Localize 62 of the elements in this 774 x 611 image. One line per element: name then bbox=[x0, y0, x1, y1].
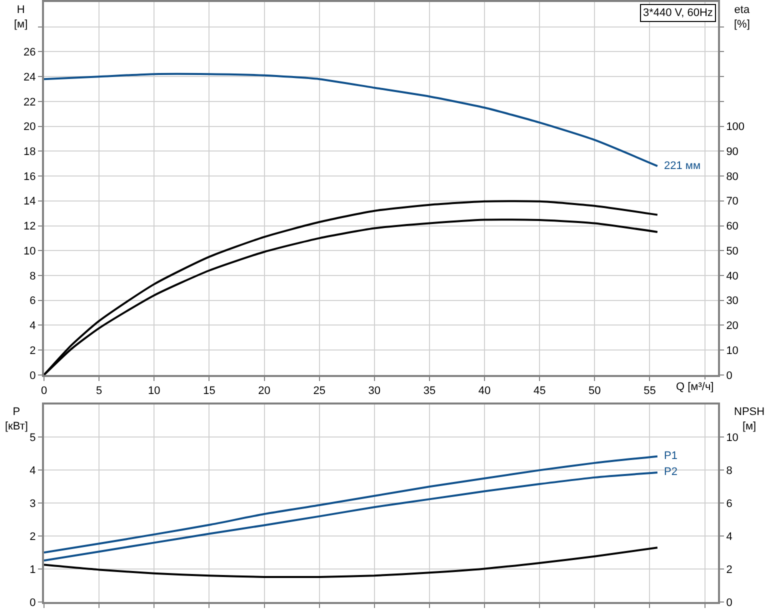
y2-tick-label: 0 bbox=[726, 596, 732, 609]
x-axis-title: Q [м³/ч] bbox=[676, 381, 714, 393]
y2-axis-title: NPSH [м] bbox=[734, 406, 765, 432]
series-label: 221 мм bbox=[664, 160, 701, 172]
y2-tick-label: 10 bbox=[726, 432, 738, 444]
y2-tick-label: 4 bbox=[726, 530, 732, 543]
y-tick-label: 22 bbox=[24, 96, 36, 108]
y2-tick-label: 0 bbox=[726, 370, 732, 382]
y-tick-label: 4 bbox=[30, 320, 36, 332]
y2-tick-label: 10 bbox=[726, 344, 738, 357]
y-tick-label: 2 bbox=[30, 530, 36, 543]
line-series bbox=[44, 471, 658, 562]
y2-tick-label: 40 bbox=[726, 270, 738, 282]
y-tick-label: 18 bbox=[24, 146, 36, 158]
y-axis-title: H [м] bbox=[14, 4, 28, 30]
line-series bbox=[44, 455, 658, 554]
y-tick-label: 16 bbox=[24, 170, 36, 183]
x-tick-label: 35 bbox=[423, 385, 436, 398]
y-tick-label: 20 bbox=[24, 121, 36, 134]
series-label: P2 bbox=[664, 466, 678, 478]
y-tick-label: 0 bbox=[30, 370, 36, 382]
y-tick-label: 8 bbox=[30, 270, 36, 282]
x-tick-label: 0 bbox=[40, 385, 48, 398]
y-tick-label: 1 bbox=[30, 564, 36, 576]
x-tick-label: 5 bbox=[96, 385, 102, 398]
y-tick-label: 3 bbox=[30, 498, 36, 510]
y-tick-label: 0 bbox=[30, 596, 36, 609]
line-series bbox=[44, 546, 658, 578]
y2-tick-label: 100 bbox=[726, 121, 745, 134]
y2-tick-label: 2 bbox=[726, 564, 732, 576]
y-axis-title: P [кВт] bbox=[5, 406, 28, 432]
y2-tick-label: 70 bbox=[726, 196, 738, 208]
y-tick-label: 12 bbox=[24, 220, 36, 233]
y2-tick-label: 80 bbox=[726, 170, 738, 183]
y-tick-label: 4 bbox=[30, 465, 36, 478]
x-tick-label: 30 bbox=[368, 385, 381, 398]
y-tick-label: 24 bbox=[24, 71, 36, 84]
line-series bbox=[44, 72, 658, 168]
x-tick-label: 10 bbox=[148, 385, 160, 398]
x-tick-label: 20 bbox=[258, 385, 270, 398]
series-label: P1 bbox=[664, 450, 678, 462]
y-tick-label: 5 bbox=[30, 432, 36, 444]
x-tick-label: 15 bbox=[203, 385, 216, 398]
y2-tick-label: 50 bbox=[726, 245, 738, 258]
y2-tick-label: 6 bbox=[726, 498, 732, 510]
y-tick-label: 6 bbox=[30, 295, 36, 308]
y2-tick-label: 8 bbox=[726, 465, 732, 478]
text: 3*440 V, 60Hz bbox=[643, 7, 713, 19]
y-tick-label: 14 bbox=[24, 196, 36, 208]
y-tick-label: 10 bbox=[24, 245, 36, 258]
y2-tick-label: 60 bbox=[726, 220, 738, 233]
x-tick-label: 50 bbox=[588, 385, 601, 398]
x-tick-label: 55 bbox=[644, 385, 656, 398]
y-tick-label: 26 bbox=[24, 46, 36, 59]
x-tick-label: 45 bbox=[533, 385, 546, 398]
y-tick-label: 2 bbox=[30, 344, 36, 357]
y2-tick-label: 30 bbox=[726, 295, 738, 308]
x-tick-label: 25 bbox=[313, 385, 326, 398]
y2-tick-label: 20 bbox=[726, 320, 738, 332]
y2-axis-title: eta [%] bbox=[734, 4, 750, 30]
x-tick-label: 40 bbox=[478, 385, 491, 398]
y2-tick-label: 90 bbox=[726, 146, 738, 158]
